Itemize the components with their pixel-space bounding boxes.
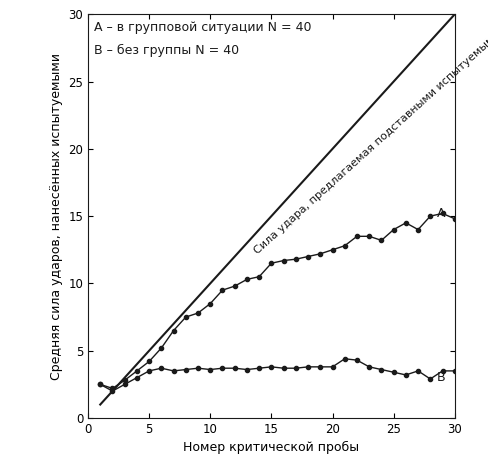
Text: Сила удара, предлагаемая подставными испытуемыми: Сила удара, предлагаемая подставными исп… <box>252 30 488 256</box>
Text: А – в групповой ситуации N = 40: А – в групповой ситуации N = 40 <box>94 21 311 34</box>
Y-axis label: Средняя сила ударов, нанесённых испытуемыми: Средняя сила ударов, нанесённых испытуем… <box>50 53 62 380</box>
Text: B: B <box>435 371 444 384</box>
Text: В – без группы N = 40: В – без группы N = 40 <box>94 44 239 57</box>
X-axis label: Номер критической пробы: Номер критической пробы <box>183 441 359 455</box>
Text: A: A <box>435 207 444 220</box>
